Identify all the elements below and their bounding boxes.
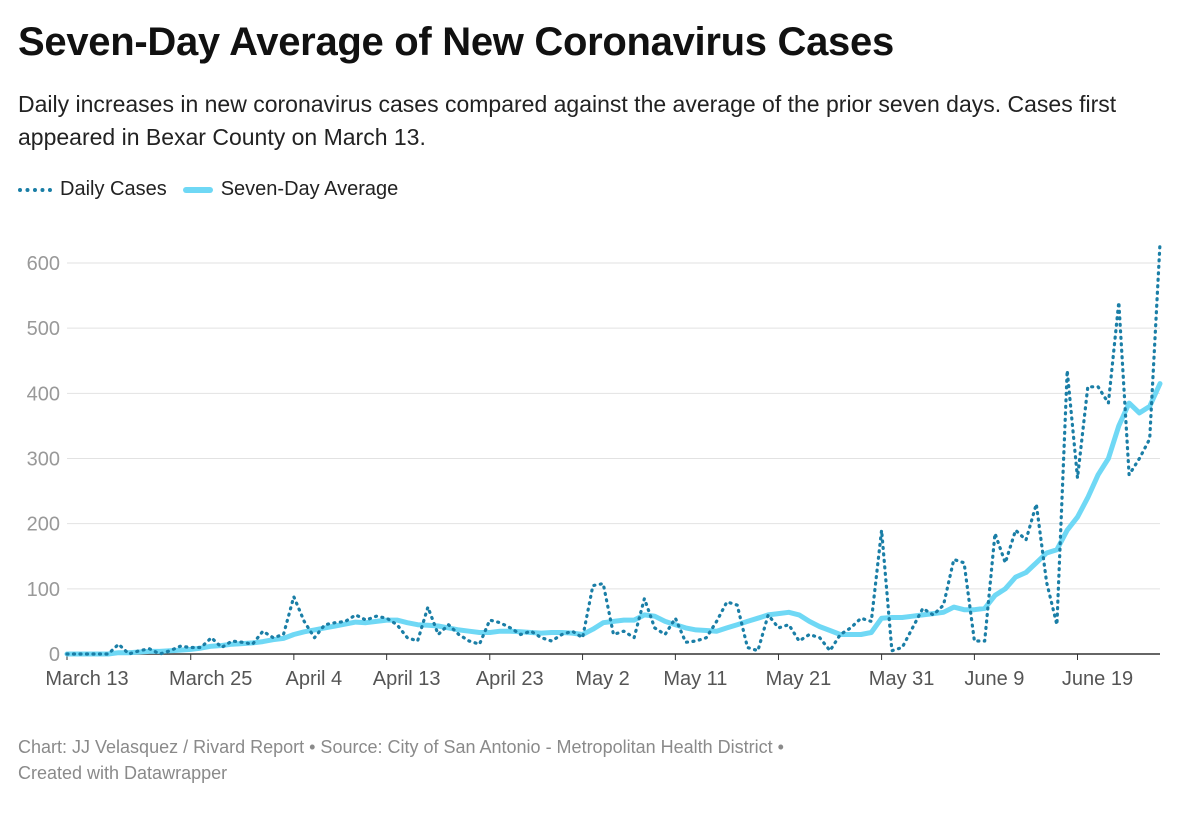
chart-footer: Chart: JJ Velasquez / Rivard Report • So… xyxy=(18,734,784,786)
x-tick-label: March 25 xyxy=(169,668,252,690)
x-tick-label: May 21 xyxy=(766,668,832,690)
x-tick-label: April 13 xyxy=(373,668,441,690)
x-tick-label: March 13 xyxy=(45,668,128,690)
chart-subtitle: Daily increases in new coronavirus cases… xyxy=(18,91,1117,150)
chart-title: Seven-Day Average of New Coronavirus Cas… xyxy=(18,20,894,64)
legend-item-seven-day-average: Seven-Day Average xyxy=(182,178,399,201)
footer-created-with: Created with Datawrapper xyxy=(18,763,228,783)
y-tick-label-300: 300 xyxy=(27,449,60,471)
x-tick-label: April 4 xyxy=(285,668,342,690)
y-tick-label-0: 0 xyxy=(49,644,60,666)
legend-label-seven-day-average: Seven-Day Average xyxy=(220,178,399,200)
solid-line-swatch-icon xyxy=(182,186,213,193)
y-tick-label-500: 500 xyxy=(27,318,60,340)
legend: Daily Cases Seven-Day Average xyxy=(18,178,414,201)
legend-item-daily-cases: Daily Cases xyxy=(18,178,167,201)
x-tick-label: May 31 xyxy=(869,668,935,690)
x-tick-label: May 11 xyxy=(663,668,727,690)
x-tick-label: April 23 xyxy=(476,668,544,690)
y-tick-label-400: 400 xyxy=(27,383,60,405)
x-tick-label: June 19 xyxy=(1062,668,1133,690)
x-tick-label: May 2 xyxy=(575,668,629,690)
x-tick-label: June 9 xyxy=(964,668,1024,690)
y-tick-label-200: 200 xyxy=(27,514,60,536)
y-axis-tick-labels: 0 100 200 300 400 500 600 xyxy=(27,253,60,666)
x-axis-tick-labels: March 13 March 25 April 4 April 13 April 23 M… xyxy=(45,654,1133,690)
dotted-line-swatch-icon xyxy=(18,187,52,192)
y-tick-label-100: 100 xyxy=(27,579,60,601)
legend-label-daily-cases: Daily Cases xyxy=(60,178,167,200)
y-tick-label-600: 600 xyxy=(27,253,60,275)
series-lines xyxy=(64,241,1163,657)
daily-cases-line xyxy=(65,241,1162,656)
grid-lines xyxy=(67,262,1160,655)
seven-day-average-line xyxy=(64,381,1163,657)
footer-credit-line: Chart: JJ Velasquez / Rivard Report • So… xyxy=(18,737,784,757)
